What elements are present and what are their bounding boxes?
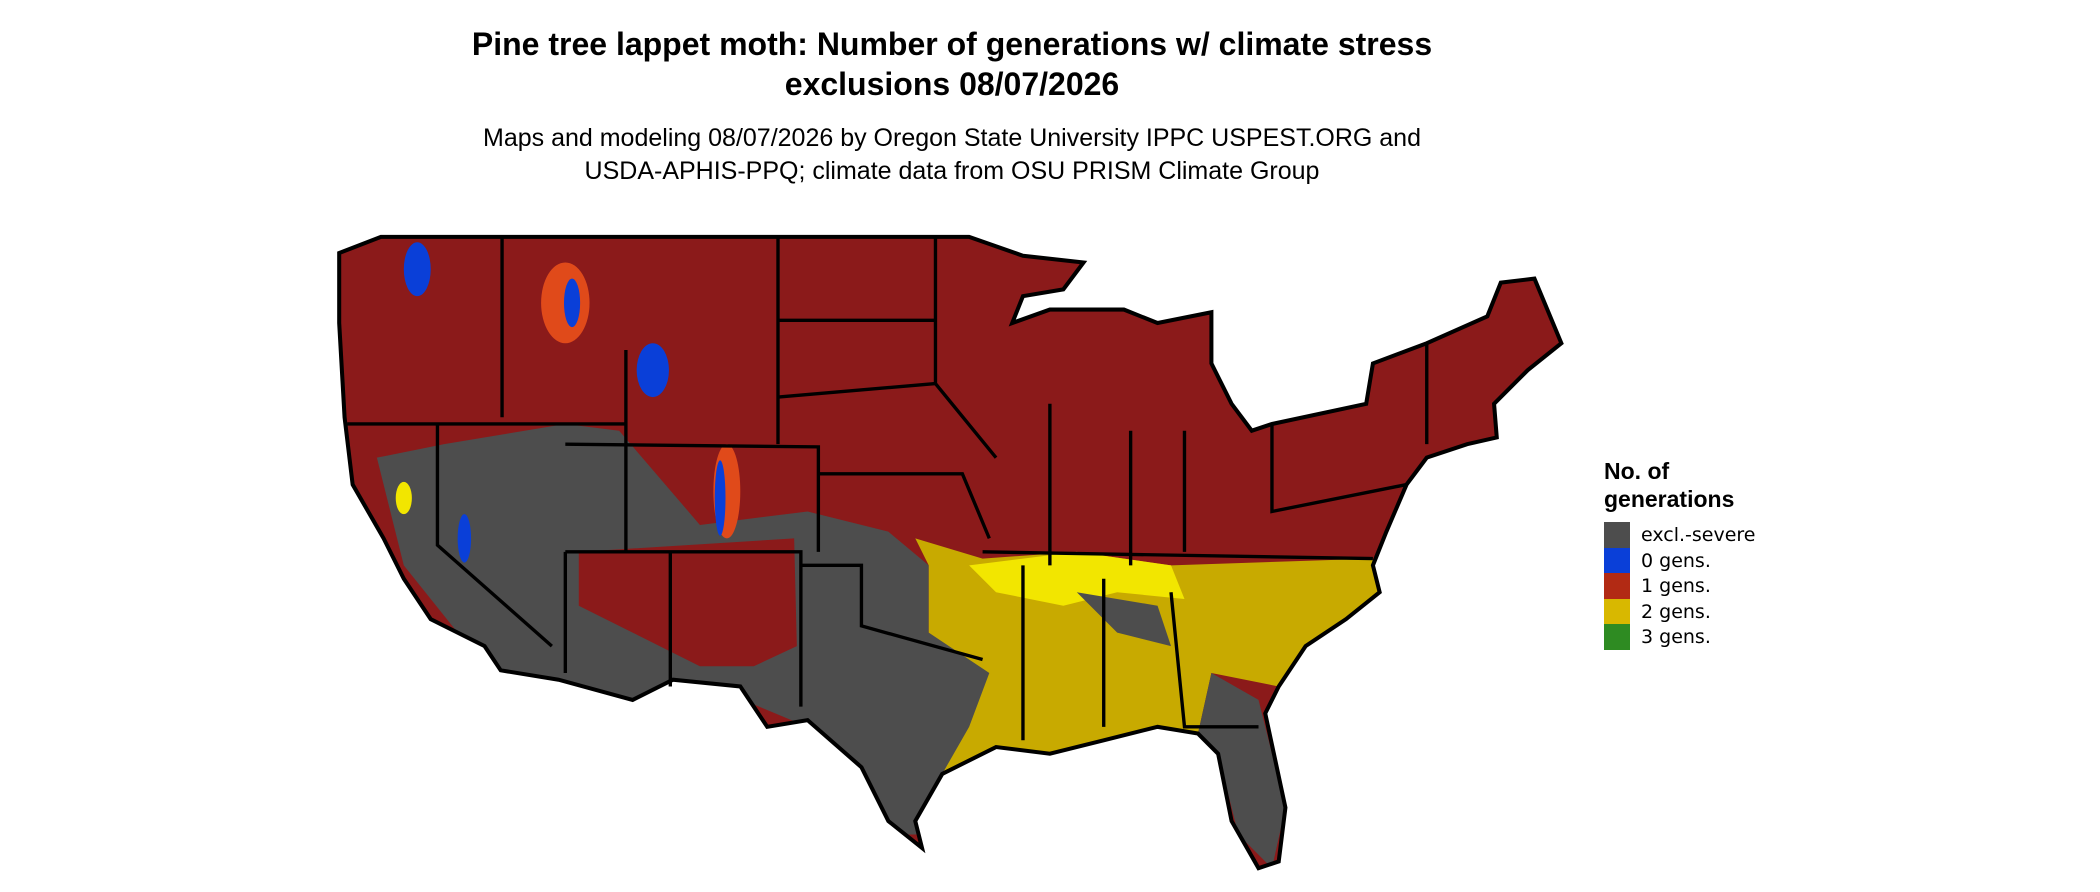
- excluded-region: [1197, 672, 1286, 869]
- legend-swatch: [1604, 573, 1630, 599]
- subtitle-line: Maps and modeling 08/07/2026 by Oregon S…: [483, 124, 1421, 152]
- legend-label: 3 gens.: [1641, 626, 1711, 648]
- zero-gen-patch: [636, 343, 669, 398]
- state-borders: [347, 236, 1429, 741]
- title-line: exclusions 08/07/2026: [784, 66, 1120, 102]
- legend-label: 1 gens.: [1641, 575, 1711, 597]
- legend-item: 0 gens.: [1604, 547, 1711, 574]
- excluded-region: [1076, 592, 1172, 647]
- zero-gen-patch: [403, 242, 431, 297]
- legend-item: excl.-severe: [1604, 522, 1756, 548]
- map: [337, 234, 1564, 871]
- legend-label: 0 gens.: [1641, 549, 1711, 572]
- one-gen-region: [578, 538, 797, 667]
- country-outline: [337, 234, 1564, 871]
- title-line: Pine tree lappet moth: Number of generat…: [471, 26, 1433, 62]
- subtitle-line: USDA-APHIS-PPQ; climate data from OSU PR…: [584, 157, 1320, 185]
- zero-gen-patch: [563, 278, 581, 328]
- legend-item: 2 gens.: [1604, 598, 1711, 625]
- legend-item: 1 gens.: [1604, 573, 1711, 599]
- zero-gen-patch: [714, 460, 726, 536]
- two-gen-patch: [395, 481, 412, 515]
- legend-label: 2 gens.: [1641, 600, 1711, 623]
- legend-label: excl.-severe: [1641, 524, 1756, 546]
- legend-swatch: [1604, 547, 1630, 574]
- legend-item: 3 gens.: [1604, 624, 1711, 650]
- legend-swatch: [1604, 598, 1630, 625]
- legend-swatch: [1604, 624, 1630, 650]
- legend-swatch: [1604, 522, 1630, 548]
- legend-title: No. of: [1604, 458, 1670, 484]
- zero-gen-patch: [457, 514, 472, 563]
- legend-title: generations: [1604, 486, 1735, 512]
